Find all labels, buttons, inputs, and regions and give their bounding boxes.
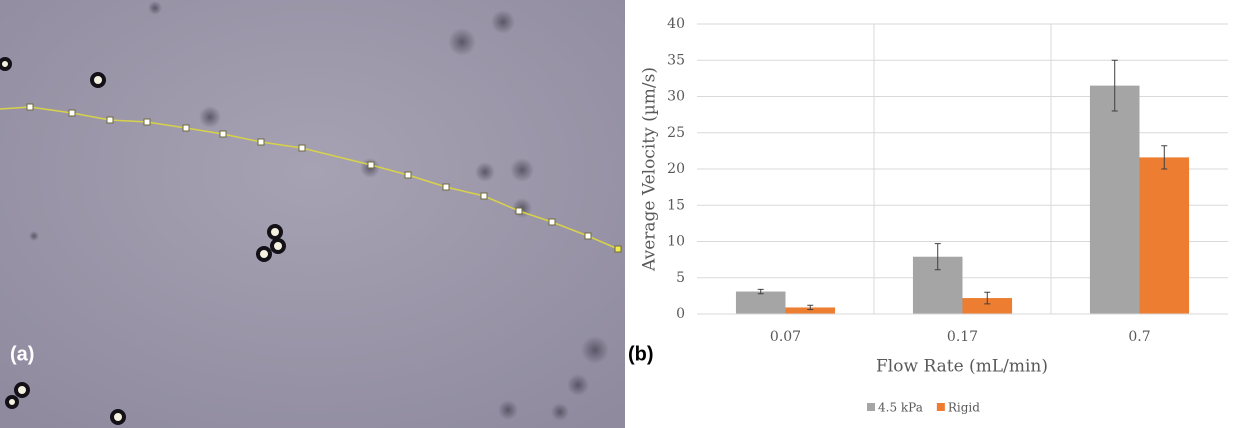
bar <box>785 307 836 314</box>
bar <box>1089 85 1140 314</box>
y-tick-label: 5 <box>676 270 685 286</box>
legend-label: Rigid <box>948 401 980 415</box>
x-axis-title: Flow Rate (mL/min) <box>876 357 1048 377</box>
y-tick-label: 0 <box>676 306 685 322</box>
bar <box>735 291 786 314</box>
bar <box>962 298 1013 314</box>
x-tick-label: 0.7 <box>1128 329 1150 345</box>
legend-swatch <box>936 403 945 411</box>
error-bar <box>934 243 941 271</box>
track-points <box>26 103 622 253</box>
y-tick-label: 15 <box>667 197 685 213</box>
y-axis-title: Average Velocity (µm/s) <box>640 67 660 272</box>
y-tick-label: 25 <box>667 125 685 141</box>
y-tick-label: 30 <box>667 89 685 105</box>
error-bar <box>984 291 991 305</box>
legend-swatch <box>867 403 875 411</box>
error-bar <box>807 304 814 311</box>
bar <box>1139 157 1190 314</box>
y-tick-label: 10 <box>667 234 685 250</box>
y-tick-label: 40 <box>667 16 685 32</box>
focused-particles <box>0 57 286 425</box>
image-background <box>0 0 625 428</box>
microscope-image: (a) <box>0 0 625 428</box>
x-tick-label: 0.07 <box>770 329 801 345</box>
panel-label: (b) <box>628 343 654 365</box>
y-tick-label: 35 <box>667 52 685 68</box>
y-tick-label: 20 <box>667 161 685 177</box>
error-bar <box>757 288 764 295</box>
panel-label: (a) <box>10 343 34 365</box>
x-tick-label: 0.17 <box>947 329 978 345</box>
error-bar <box>1161 145 1168 170</box>
legend-label: 4.5 kPa <box>878 401 923 415</box>
error-bar <box>1111 59 1118 112</box>
